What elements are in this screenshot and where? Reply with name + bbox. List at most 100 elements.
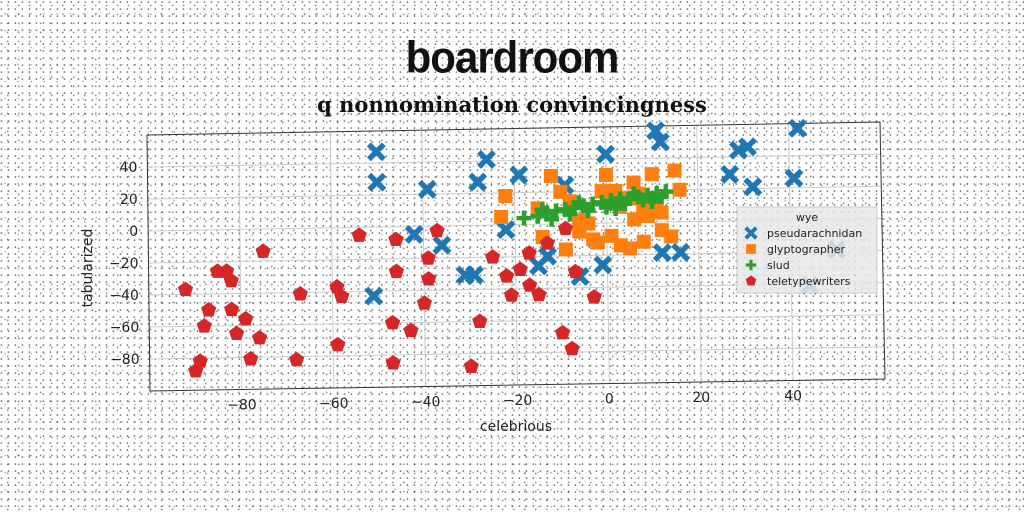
data-point [604,228,619,243]
data-point [598,167,613,182]
legend: wye pseudarachnidan glyptographer slud telet… [736,206,878,294]
data-point [538,246,558,266]
y-tick-label: −60 [110,320,140,336]
data-point [223,272,239,288]
data-point [255,243,271,258]
data-point [652,243,672,263]
data-point [593,255,613,275]
data-point [404,224,424,244]
data-point [567,263,583,279]
data-point [720,164,740,184]
data-point [564,340,580,356]
data-point [494,209,509,224]
y-axis-label: tabularized [80,229,96,308]
data-point [608,201,624,217]
data-point [196,318,212,333]
legend-title: wye [796,211,819,224]
data-point [417,179,437,199]
data-point [626,186,642,202]
data-point [498,188,513,203]
data-point [384,314,401,330]
data-point [586,289,602,304]
data-point [252,330,268,345]
x-tick-label: −60 [319,396,349,412]
data-point [432,235,452,255]
data-point [562,206,578,222]
data-point [653,188,669,204]
data-point [499,268,515,283]
y-tick-label: 20 [120,192,138,208]
data-point [644,193,660,209]
data-point [738,137,757,157]
data-point [654,223,669,238]
data-point [334,288,350,303]
data-point [672,182,687,197]
data-point [590,235,605,250]
legend-entry: slud [767,259,790,272]
data-point [636,234,651,249]
data-point [654,205,669,220]
data-point [485,249,501,264]
data-point [292,286,308,301]
data-point [238,311,254,326]
data-point [388,263,404,279]
data-point [229,325,245,340]
data-point [743,177,763,197]
data-point [571,195,587,211]
data-point [640,208,655,223]
y-tick-label: −40 [109,288,139,304]
data-point [521,245,537,260]
data-point [626,175,641,190]
data-point [516,210,532,226]
data-point [468,172,488,192]
plot-frame [146,121,886,392]
data-point [581,216,596,231]
legend-entry: teletypewriters [767,275,851,288]
data-point [243,350,259,366]
data-point [594,184,609,199]
data-point [403,322,419,338]
data-point [496,220,516,240]
data-point [580,203,596,219]
x-tick-label: −80 [227,398,257,414]
data-point [531,286,547,302]
y-tick-label: 0 [129,224,138,240]
data-point [557,220,574,236]
data-point [788,118,808,138]
data-point [746,244,756,254]
data-point [784,168,804,188]
grid-line-y [147,153,881,168]
data-point [421,271,437,286]
data-point [201,302,217,317]
series-slud [516,184,674,227]
y-tick-label: −80 [110,352,140,368]
data-point [512,261,528,276]
x-tick-label: −20 [503,393,533,409]
data-point [385,355,401,370]
data-point [472,313,488,328]
data-point [429,222,445,238]
y-tick-label: −20 [109,256,139,272]
x-tick-label: 40 [784,389,802,405]
data-point [465,265,484,285]
data-point [745,259,757,271]
data-point [555,324,571,340]
legend-box [736,206,878,294]
x-axis-label: celebrious [480,419,552,435]
data-point [667,163,682,178]
data-point [351,227,367,242]
data-point [364,286,384,306]
figure-title: boardroom [405,32,620,83]
chart-subtitle: q nonnomination convincingness [317,92,707,117]
data-point [477,149,496,169]
data-point [330,336,346,352]
data-point [745,275,757,286]
data-point [627,212,642,227]
y-tick-label: 40 [120,160,138,176]
grid-line-y [149,314,884,328]
data-point [366,142,386,162]
data-point [289,351,305,367]
data-point [522,277,538,292]
grid-line-y [147,185,882,200]
